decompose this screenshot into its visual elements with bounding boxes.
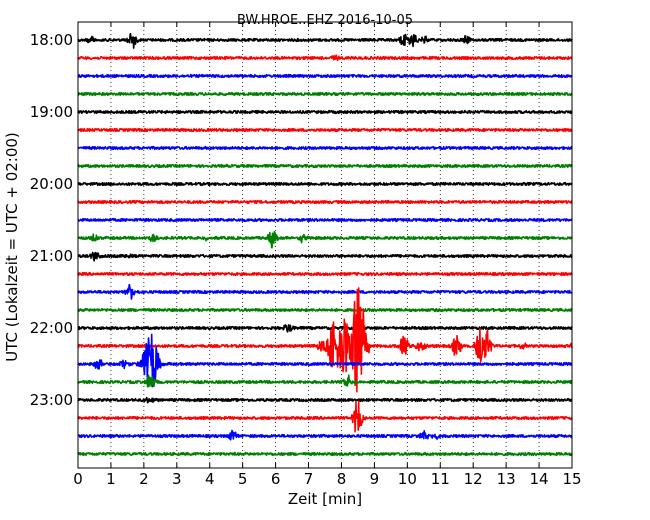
x-tick-label-4: 4 [205,470,215,488]
trace-2215 [77,287,573,393]
y-tick-label-2000: 20:00 [30,175,73,193]
trace-1945 [77,163,573,169]
x-tick-label-11: 11 [431,470,450,488]
y-tick-label-1900: 19:00 [30,103,73,121]
y-tick-label-2200: 22:00 [30,319,73,337]
trace-1900 [77,109,573,115]
trace-1930 [77,145,573,151]
axis-ticks: 0 1 2 3 4 5 6 7 8 9 10 11 12 13 14 1518:0019:0020:0021:… [30,22,582,488]
trace-2230 [77,333,573,388]
trace-1815 [77,54,573,62]
trace-2245 [77,374,573,388]
x-tick-label-1: 1 [106,470,116,488]
trace-2345 [77,451,573,457]
trace-2330 [77,429,573,441]
plot-frame [77,21,573,469]
x-axis-label: Zeit [min] [288,490,362,508]
x-tick-label-6: 6 [271,470,281,488]
trace-1915 [77,127,573,133]
trace-2100 [77,251,573,262]
trace-2200 [77,324,573,333]
x-tick-label-3: 3 [172,470,182,488]
trace-2145 [77,307,573,313]
trace-1830 [77,73,573,79]
chart-title: BW.HROE..EHZ 2016-10-05 [237,13,413,28]
trace-1800 [77,32,573,49]
x-tick-label-15: 15 [562,470,581,488]
x-tick-label-9: 9 [370,470,380,488]
trace-2030 [77,217,573,223]
traces [77,32,573,457]
trace-2130 [77,283,573,300]
y-tick-label-1800: 18:00 [30,31,73,49]
x-tick-label-10: 10 [398,470,417,488]
y-tick-label-2300: 23:00 [30,391,73,409]
y-tick-label-2100: 21:00 [30,247,73,265]
trace-2015 [77,199,573,205]
trace-2045 [77,230,573,249]
x-tick-label-8: 8 [337,470,347,488]
trace-2000 [77,181,573,187]
trace-1845 [77,91,573,97]
x-tick-label-14: 14 [530,470,549,488]
x-tick-label-5: 5 [238,470,248,488]
trace-2300 [77,396,573,404]
trace-2115 [77,271,573,277]
trace-2315 [77,400,573,433]
x-tick-label-13: 13 [497,470,516,488]
x-tick-label-0: 0 [73,470,83,488]
y-axis-label: UTC (Lokalzeit = UTC + 02:00) [3,132,21,362]
x-tick-label-2: 2 [139,470,149,488]
x-tick-label-12: 12 [464,470,483,488]
x-tick-label-7: 7 [304,470,314,488]
